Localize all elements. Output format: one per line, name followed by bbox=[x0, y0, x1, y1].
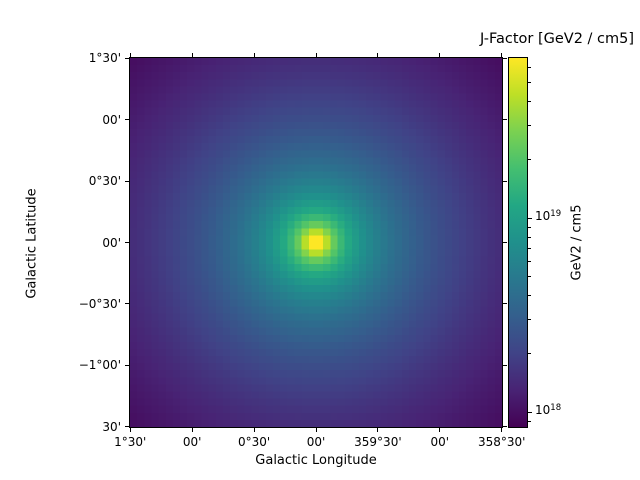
colorbar-minor-tick bbox=[528, 295, 531, 297]
heatmap-canvas bbox=[130, 58, 502, 427]
plot-area bbox=[129, 57, 503, 428]
y-tick-right bbox=[503, 57, 507, 59]
colorbar-minor-tick bbox=[528, 276, 531, 278]
colorbar-major-tick bbox=[528, 217, 532, 219]
y-tick-label: −1°00' bbox=[78, 358, 121, 373]
x-tick-top bbox=[377, 53, 379, 57]
x-tick-label: 00' bbox=[306, 435, 326, 449]
colorbar-minor-tick bbox=[528, 353, 531, 355]
x-tick-label: 359°30' bbox=[354, 435, 402, 449]
x-tick-top bbox=[191, 53, 193, 57]
colorbar-minor-tick bbox=[528, 260, 531, 262]
colorbar-minor-tick bbox=[528, 159, 531, 161]
colorbar-tick-mantissa: 10 bbox=[535, 209, 551, 224]
colorbar-tick-mantissa: 10 bbox=[535, 403, 551, 418]
y-tick-left bbox=[125, 57, 129, 59]
x-tick-top bbox=[439, 53, 441, 57]
y-tick-left bbox=[125, 426, 129, 428]
colorbar-minor-tick bbox=[528, 66, 531, 68]
colorbar-minor-tick bbox=[528, 236, 531, 238]
y-tick-right bbox=[503, 119, 507, 121]
y-tick-label: −0°30' bbox=[78, 296, 121, 311]
y-tick-right bbox=[503, 364, 507, 366]
y-tick-right bbox=[503, 426, 507, 428]
x-tick-label: 00' bbox=[182, 435, 202, 449]
x-tick-bottom bbox=[377, 428, 379, 432]
colorbar-tick-exponent: 19 bbox=[550, 209, 562, 220]
colorbar-tick-label: 1018 bbox=[535, 403, 561, 419]
colorbar-minor-tick bbox=[528, 226, 531, 228]
y-tick-left bbox=[125, 119, 129, 121]
x-tick-top bbox=[315, 53, 317, 57]
x-tick-label: 0°30' bbox=[237, 435, 271, 449]
x-tick-top bbox=[501, 53, 503, 57]
y-tick-right bbox=[503, 180, 507, 182]
colorbar-major-tick bbox=[528, 411, 532, 413]
y-tick-label: 00' bbox=[102, 112, 121, 127]
x-tick-bottom bbox=[315, 428, 317, 432]
y-tick-right bbox=[503, 303, 507, 305]
x-tick-bottom bbox=[501, 428, 503, 432]
colorbar-tick-label: 1019 bbox=[535, 209, 561, 225]
colorbar-label: GeV2 / cm5 bbox=[569, 204, 585, 281]
colorbar-minor-tick bbox=[528, 247, 531, 249]
y-tick-left bbox=[125, 364, 129, 366]
x-tick-bottom bbox=[191, 428, 193, 432]
colorbar-tick-exponent: 18 bbox=[550, 403, 562, 414]
y-tick-left bbox=[125, 180, 129, 182]
plot-title: J-Factor [GeV2 / cm5] bbox=[479, 31, 634, 47]
x-tick-label: 358°30' bbox=[478, 435, 526, 449]
y-tick-left bbox=[125, 242, 129, 243]
colorbar-minor-tick bbox=[528, 319, 531, 321]
x-axis-label: Galactic Longitude bbox=[255, 453, 377, 468]
colorbar-minor-tick bbox=[528, 420, 531, 422]
colorbar-minor-tick bbox=[528, 100, 531, 102]
colorbar bbox=[508, 57, 528, 428]
y-tick-label: 00' bbox=[102, 235, 121, 250]
x-tick-bottom bbox=[129, 428, 131, 432]
x-tick-bottom bbox=[253, 428, 255, 432]
x-tick-bottom bbox=[439, 428, 441, 432]
y-tick-right bbox=[503, 242, 507, 243]
colorbar-minor-tick bbox=[528, 81, 531, 83]
x-tick-label: 00' bbox=[430, 435, 450, 449]
y-tick-label: 30' bbox=[102, 419, 121, 434]
x-tick-label: 1°30' bbox=[114, 435, 147, 449]
y-tick-left bbox=[125, 303, 129, 305]
y-tick-label: 0°30' bbox=[88, 174, 121, 189]
x-tick-top bbox=[129, 53, 131, 57]
y-axis-label: Galactic Latitude bbox=[24, 188, 40, 299]
y-tick-label: 1°30' bbox=[88, 51, 121, 66]
x-tick-top bbox=[253, 53, 255, 57]
colorbar-minor-tick bbox=[528, 125, 531, 127]
